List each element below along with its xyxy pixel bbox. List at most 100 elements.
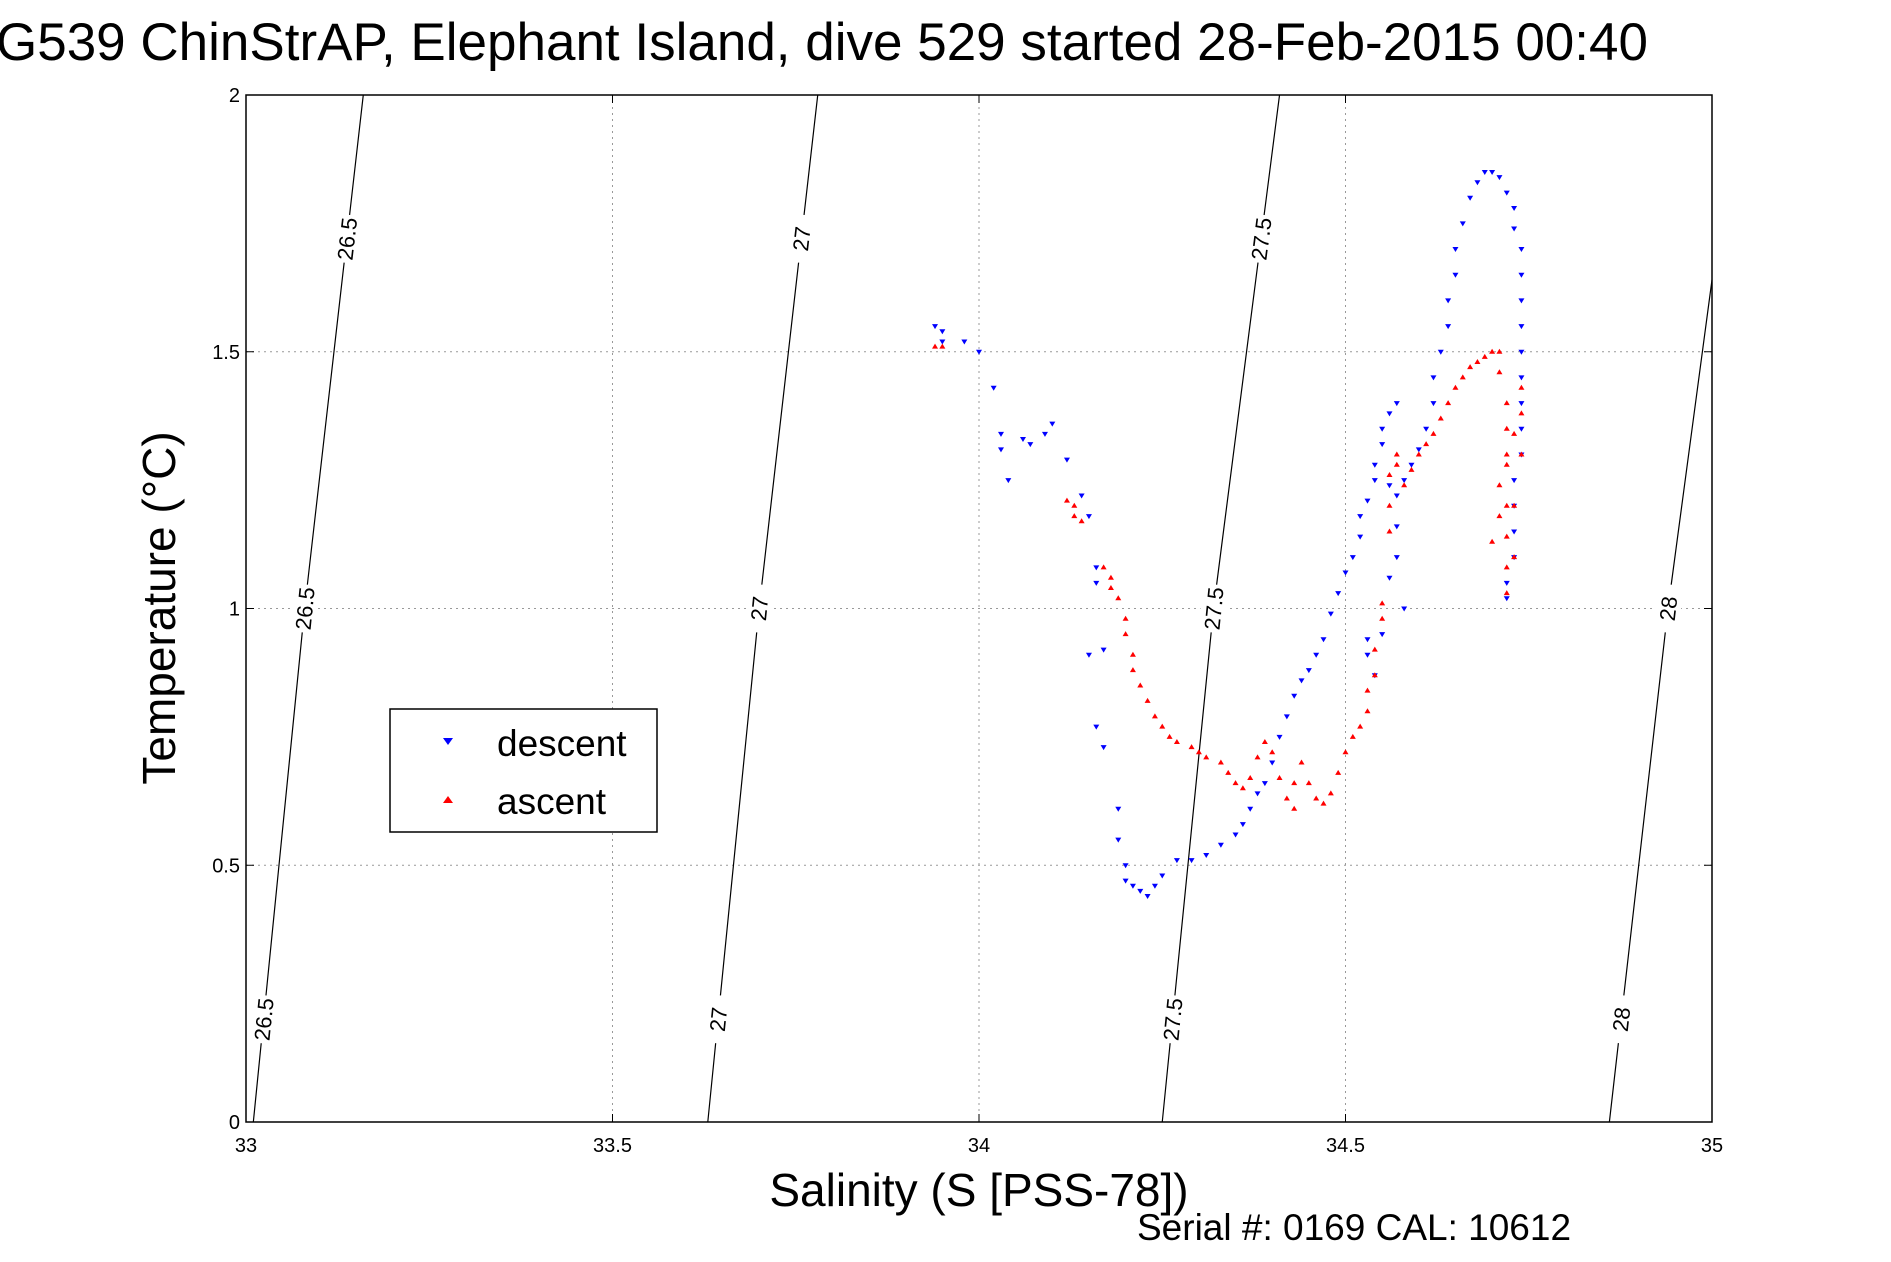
- descent-point: [1269, 760, 1276, 766]
- descent-point: [1364, 498, 1371, 504]
- ascent-point: [1269, 749, 1276, 755]
- contour-label-bg: [1245, 213, 1278, 265]
- contour-label-bg: [1605, 993, 1637, 1045]
- ascent-point: [1203, 754, 1210, 760]
- descent-point: [1511, 478, 1518, 484]
- ascent-point: [1335, 769, 1342, 775]
- y-tick-label: 1: [229, 599, 240, 621]
- ascent-point: [1503, 533, 1510, 539]
- descent-point: [1005, 478, 1012, 484]
- ascent-point: [1144, 697, 1151, 703]
- contour-label-bg: [248, 994, 279, 1045]
- descent-point: [1093, 724, 1100, 730]
- descent-point: [1423, 426, 1430, 432]
- y-tick-label: 0: [229, 1112, 240, 1134]
- ascent-point: [1151, 713, 1158, 719]
- ascent-point: [1386, 471, 1393, 477]
- contour-label-bg: [743, 583, 775, 634]
- ascent-point: [1129, 651, 1136, 657]
- ascent-point: [1107, 574, 1114, 580]
- ascent-point: [1489, 538, 1496, 544]
- legend-marker-ascent: [443, 796, 453, 803]
- descent-point: [1371, 462, 1378, 468]
- contour-label-bg: [289, 583, 320, 634]
- ascent-point: [1503, 590, 1510, 596]
- ascent-point: [1298, 759, 1305, 765]
- descent-point: [1019, 437, 1026, 443]
- descent-point: [939, 339, 946, 345]
- descent-point: [1313, 652, 1320, 658]
- ascent-point: [1327, 790, 1334, 796]
- contour-label-bg: [785, 213, 817, 265]
- ascent-point: [1225, 769, 1232, 775]
- contour-label: 27.5: [1199, 586, 1228, 631]
- ascent-point: [1276, 774, 1283, 780]
- contour-label-bg: [1198, 583, 1229, 634]
- descent-point: [1364, 637, 1371, 643]
- descent-point: [1283, 714, 1290, 720]
- x-tick-label: 33.5: [593, 1135, 632, 1157]
- descent-point: [1503, 190, 1510, 196]
- descent-point: [1137, 888, 1144, 894]
- descent-point: [1496, 175, 1503, 181]
- ascent-point: [1408, 466, 1415, 472]
- descent-point: [1386, 483, 1393, 489]
- ascent-point: [1217, 759, 1224, 765]
- descent-point: [1401, 478, 1408, 484]
- ascent-point: [1386, 528, 1393, 534]
- descent-point: [1247, 806, 1254, 812]
- ascent-point: [1071, 513, 1078, 519]
- ascent-point: [1283, 795, 1290, 801]
- ascent-point: [1364, 687, 1371, 693]
- descent-point: [1518, 426, 1525, 432]
- descent-point: [1078, 493, 1085, 499]
- y-axis-label: Temperature (°C): [133, 431, 185, 784]
- descent-point: [1401, 606, 1408, 612]
- ascent-point: [1195, 749, 1202, 755]
- descent-point: [1232, 832, 1239, 838]
- descent-point: [1093, 565, 1100, 571]
- descent-point: [1217, 842, 1224, 848]
- descent-point: [1437, 349, 1444, 355]
- ascent-point: [1379, 600, 1386, 606]
- contour-label: 27: [746, 595, 773, 622]
- ascent-point: [1430, 430, 1437, 436]
- descent-point: [1386, 411, 1393, 417]
- ascent-point: [1305, 780, 1312, 786]
- descent-point: [1041, 431, 1048, 437]
- descent-point: [1511, 529, 1518, 535]
- descent-point: [961, 339, 968, 345]
- descent-point: [1100, 745, 1107, 751]
- descent-point: [1320, 637, 1327, 643]
- ascent-point: [1445, 400, 1452, 406]
- descent-point: [1129, 883, 1136, 889]
- y-tick-label: 0.5: [212, 855, 240, 877]
- descent-point: [1115, 806, 1122, 812]
- ascent-point: [1518, 384, 1525, 390]
- ascent-point: [1474, 359, 1481, 365]
- ascent-point: [939, 343, 946, 349]
- descent-point: [1430, 401, 1437, 407]
- ascent-point: [1063, 497, 1070, 503]
- descent-point: [1122, 878, 1129, 884]
- descent-point: [1357, 514, 1364, 520]
- ascent-point: [1078, 518, 1085, 524]
- descent-point: [1452, 247, 1459, 253]
- descent-point: [1203, 852, 1210, 858]
- ascent-point: [932, 343, 939, 349]
- ascent-point: [1496, 369, 1503, 375]
- descent-point: [1452, 272, 1459, 278]
- contour-label: 26.5: [291, 586, 320, 631]
- x-tick-label: 33: [235, 1135, 257, 1157]
- descent-point: [1459, 221, 1466, 227]
- descent-point: [1393, 493, 1400, 499]
- descent-point: [1298, 678, 1305, 684]
- ascent-point: [1122, 615, 1129, 621]
- ascent-point: [1349, 733, 1356, 739]
- descent-point: [1100, 647, 1107, 653]
- contour-label-bg: [1652, 583, 1684, 634]
- descent-point: [1430, 375, 1437, 381]
- descent-point: [1518, 298, 1525, 304]
- descent-point: [1408, 462, 1415, 468]
- ascent-point: [1503, 564, 1510, 570]
